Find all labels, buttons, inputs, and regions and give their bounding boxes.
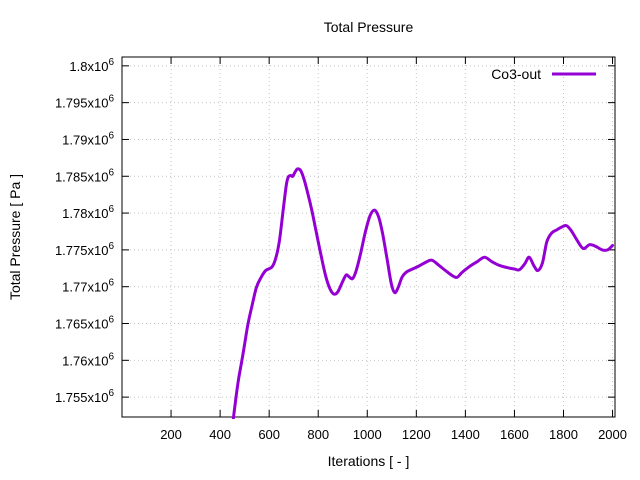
series-line-co3-out — [231, 167, 614, 419]
y-tick-label: 1.775x106 — [55, 241, 115, 258]
x-tick-label: 1000 — [353, 427, 382, 442]
x-axis-label: Iterations [ - ] — [327, 453, 410, 469]
y-tick-label: 1.8x106 — [69, 57, 114, 74]
y-tick-label: 1.77x106 — [62, 278, 114, 295]
y-tick-label: 1.785x106 — [55, 167, 115, 184]
legend-line-sample-icon — [552, 72, 596, 76]
x-tick-label: 1600 — [500, 427, 529, 442]
x-tick-label: 800 — [307, 427, 329, 442]
legend: Co3-out — [491, 66, 597, 82]
x-tick-label: 1800 — [549, 427, 578, 442]
x-tick-label: 200 — [160, 427, 182, 442]
y-tick-label: 1.79x106 — [62, 130, 114, 147]
x-tick-label: 400 — [209, 427, 231, 442]
plot-border — [121, 56, 616, 418]
legend-series-label: Co3-out — [491, 66, 541, 82]
y-tick-label: 1.795x106 — [55, 94, 115, 111]
x-tick-label: 1400 — [451, 427, 480, 442]
y-tick-label: 1.76x106 — [62, 351, 114, 368]
x-tick-label: 2000 — [598, 427, 627, 442]
y-tick-label: 1.755x106 — [55, 388, 115, 405]
y-tick-label: 1.765x106 — [55, 315, 115, 332]
x-tick-label: 600 — [258, 427, 280, 442]
x-tick-label: 1200 — [402, 427, 431, 442]
chart-title: Total Pressure — [323, 19, 414, 35]
y-tick-label: 1.78x106 — [62, 204, 114, 221]
